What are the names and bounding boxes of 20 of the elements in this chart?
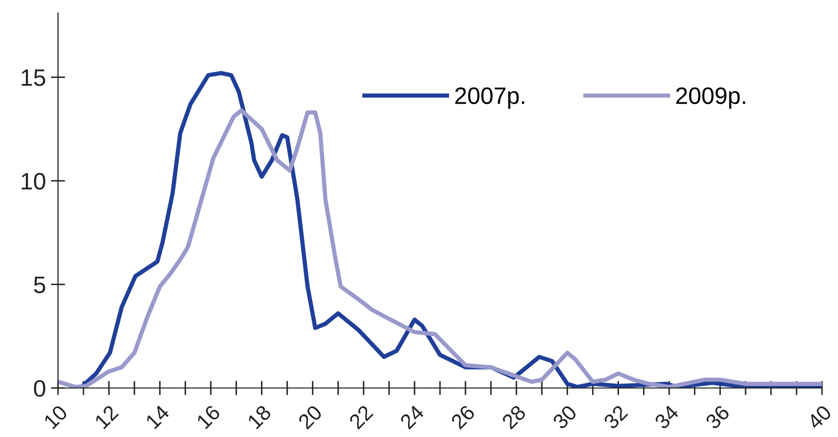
y-tick-label: 10 xyxy=(22,172,46,190)
legend-label: 2007р. xyxy=(455,87,524,109)
x-tick-label: 28 xyxy=(501,404,527,430)
x-tick-label: 14 xyxy=(145,404,170,430)
x-tick-label: 20 xyxy=(297,404,323,430)
x-tick-label: 26 xyxy=(450,404,476,430)
x-tick-label: 30 xyxy=(552,404,578,430)
x-tick-label: 16 xyxy=(196,404,221,430)
x-tick-label: 36 xyxy=(704,404,730,430)
y-tick-label: 5 xyxy=(34,276,46,294)
y-tick-label: 0 xyxy=(34,380,46,397)
y-tick-label: 15 xyxy=(22,70,46,86)
legend-label: 2009р. xyxy=(676,87,746,109)
x-tick-label: 40 xyxy=(806,404,832,430)
x-tick-label: 22 xyxy=(348,404,374,430)
x-tick-label: 32 xyxy=(602,404,628,430)
x-tick-label: 34 xyxy=(654,404,680,430)
x-tick-label: 12 xyxy=(94,404,119,430)
x-tick-label: 24 xyxy=(399,404,425,430)
x-tick-label: 18 xyxy=(246,404,272,430)
